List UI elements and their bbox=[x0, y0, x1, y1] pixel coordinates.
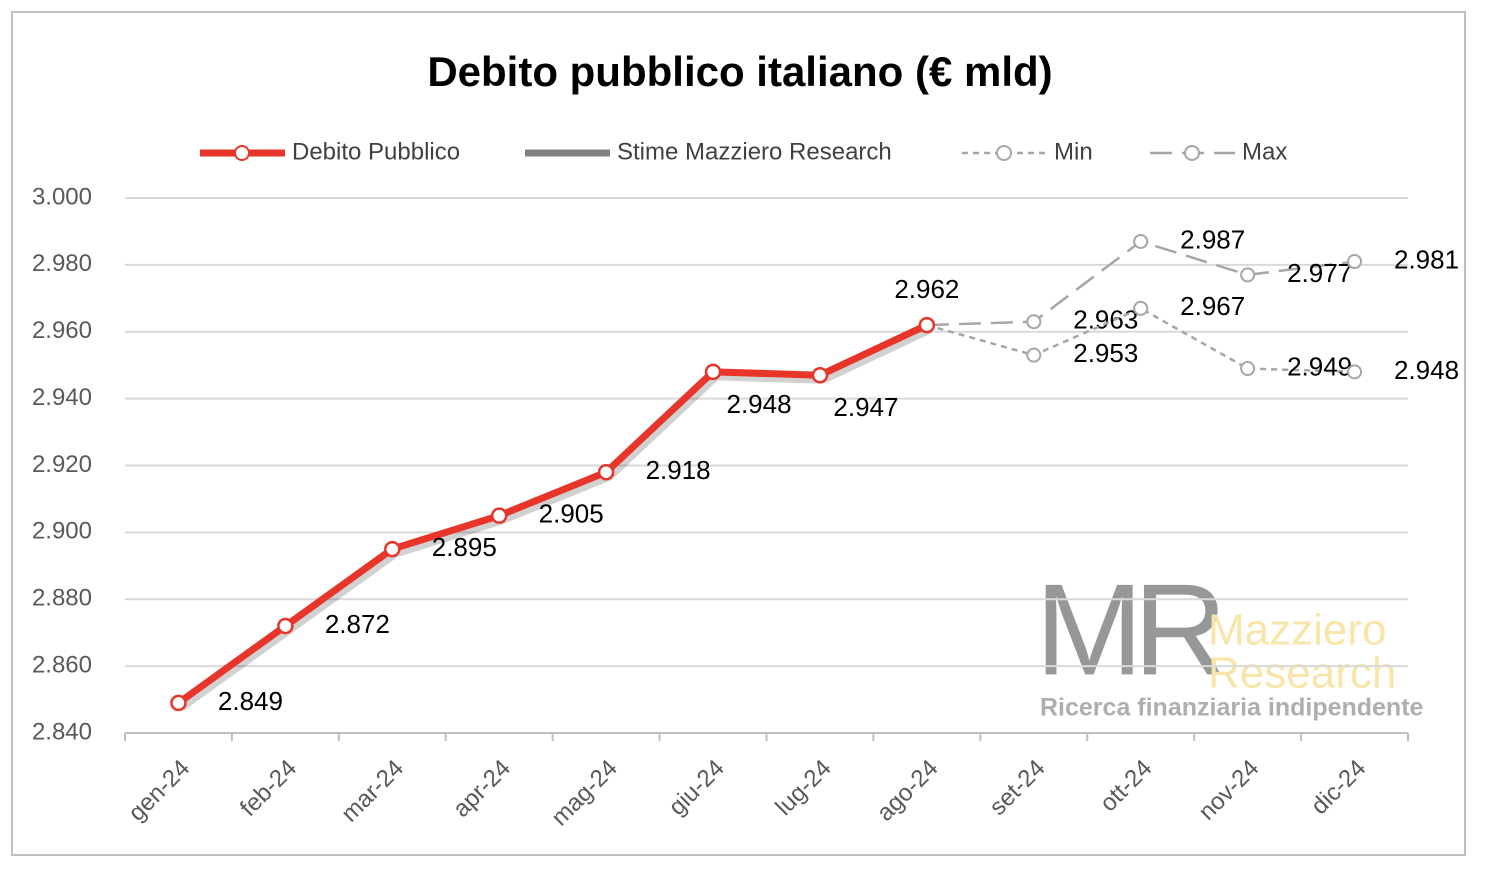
marker bbox=[1133, 233, 1149, 249]
data-label: 2.895 bbox=[432, 532, 497, 562]
data-label: 2.948 bbox=[727, 389, 792, 419]
logo-name: Research bbox=[1208, 649, 1396, 698]
data-label: 2.949 bbox=[1287, 351, 1352, 381]
legend-label: Max bbox=[1242, 138, 1287, 165]
chart-title: Debito pubblico italiano (€ mld) bbox=[427, 48, 1052, 95]
logo-mark: MR bbox=[1035, 556, 1221, 702]
marker bbox=[1347, 254, 1363, 270]
legend-label: Min bbox=[1054, 138, 1093, 165]
marker bbox=[490, 507, 508, 524]
legend-label: Debito Pubblico bbox=[292, 138, 460, 165]
y-tick-label: 2.920 bbox=[32, 451, 92, 478]
data-label: 2.953 bbox=[1073, 338, 1138, 368]
legend-marker bbox=[1184, 145, 1200, 161]
legend-label: Stime Mazziero Research bbox=[617, 138, 892, 165]
data-label: 2.948 bbox=[1394, 355, 1459, 385]
y-tick-label: 2.980 bbox=[32, 250, 92, 277]
marker bbox=[1240, 267, 1256, 283]
marker bbox=[170, 694, 187, 712]
logo: MR Mazziero Research Ricerca finanziaria… bbox=[1035, 556, 1424, 721]
data-label: 2.967 bbox=[1180, 291, 1245, 321]
data-label: 2.849 bbox=[218, 686, 283, 716]
y-tick-label: 2.960 bbox=[32, 317, 92, 344]
data-label: 2.872 bbox=[325, 609, 390, 639]
marker bbox=[811, 366, 829, 384]
data-label: 2.977 bbox=[1287, 258, 1352, 288]
data-label: 2.905 bbox=[539, 499, 604, 529]
marker bbox=[1026, 314, 1042, 330]
series-line bbox=[926, 307, 1355, 374]
marker bbox=[704, 363, 722, 381]
data-label: 2.962 bbox=[894, 274, 959, 304]
marker bbox=[384, 540, 401, 558]
data-label: 2.981 bbox=[1394, 244, 1459, 274]
legend-marker bbox=[996, 145, 1012, 161]
data-label: 2.947 bbox=[833, 392, 898, 422]
y-tick-label: 2.840 bbox=[32, 718, 92, 745]
y-tick-label: 3.000 bbox=[32, 183, 92, 210]
legend-marker bbox=[234, 145, 250, 161]
data-label: 2.918 bbox=[646, 455, 711, 485]
series-line bbox=[176, 321, 929, 706]
logo-name: Mazziero bbox=[1208, 606, 1387, 655]
marker bbox=[1347, 364, 1363, 380]
marker bbox=[1133, 300, 1149, 316]
y-tick-label: 2.900 bbox=[32, 518, 92, 545]
data-label: 2.987 bbox=[1180, 224, 1245, 254]
marker bbox=[918, 316, 936, 334]
y-tick-label: 2.940 bbox=[32, 384, 92, 411]
y-tick-label: 2.860 bbox=[32, 651, 92, 678]
data-label: 2.963 bbox=[1073, 305, 1138, 335]
y-tick-label: 2.880 bbox=[32, 585, 92, 612]
line-shadow bbox=[178, 324, 932, 711]
marker bbox=[277, 617, 294, 635]
marker bbox=[597, 463, 615, 481]
marker bbox=[1240, 361, 1256, 377]
marker bbox=[1026, 347, 1042, 363]
logo-tagline: Ricerca finanziaria indipendente bbox=[1040, 694, 1424, 722]
